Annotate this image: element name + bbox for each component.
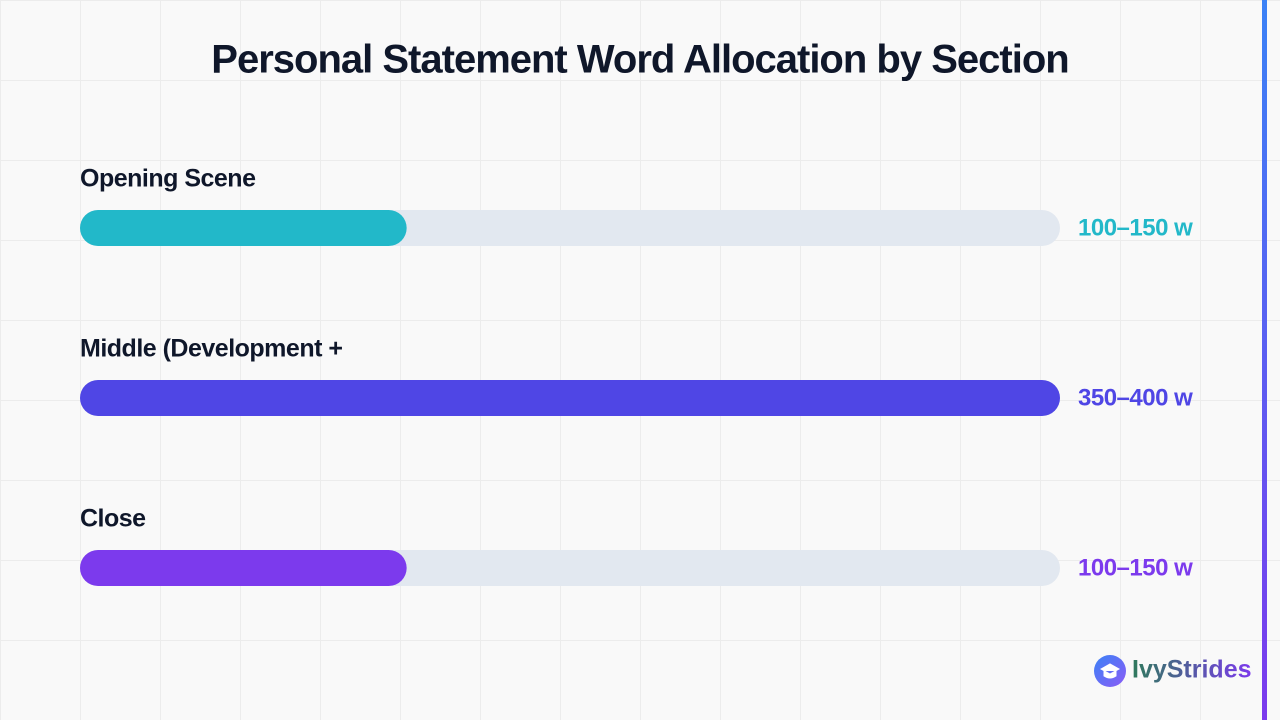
- brand-icon: [1099, 663, 1121, 679]
- brand-name: IvyStrides: [1132, 656, 1252, 684]
- category-label: Middle (Development +: [80, 335, 342, 363]
- category-label: Opening Scene: [80, 165, 256, 193]
- value-label: 350–400 w: [1078, 384, 1193, 411]
- bar: [80, 210, 407, 246]
- bar: [80, 380, 1060, 416]
- edge-accent: [1262, 0, 1267, 720]
- value-label: 100–150 w: [1078, 554, 1193, 581]
- bar: [80, 550, 407, 586]
- category-label: Close: [80, 505, 146, 533]
- chart-title: Personal Statement Word Allocation by Se…: [211, 38, 1068, 82]
- value-label: 100–150 w: [1078, 214, 1193, 241]
